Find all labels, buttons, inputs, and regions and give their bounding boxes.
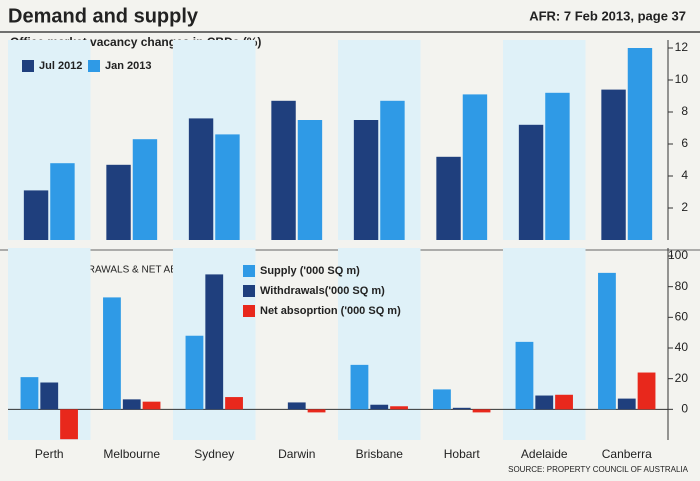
legend-label: Jul 2012 xyxy=(39,60,82,72)
bar xyxy=(23,190,49,240)
bar xyxy=(380,100,405,240)
bar xyxy=(617,398,636,410)
bar xyxy=(353,120,379,240)
y-tick-label: 80 xyxy=(675,279,689,293)
band xyxy=(503,248,586,440)
bar xyxy=(535,395,554,410)
x-tick-label: Brisbane xyxy=(356,447,404,461)
bar xyxy=(215,134,240,240)
bar xyxy=(287,402,306,410)
bar xyxy=(436,156,461,240)
bar xyxy=(188,118,214,240)
y-tick-label: 10 xyxy=(675,72,689,86)
bar xyxy=(103,297,121,410)
x-tick-label: Adelaide xyxy=(521,447,568,461)
band xyxy=(503,40,586,240)
y-tick-label: 6 xyxy=(681,136,688,150)
chart-title: SUPPLY, WITHDRAWALS & NET ABSORPTION xyxy=(12,265,229,276)
x-tick-label: Melbourne xyxy=(103,447,160,461)
bar xyxy=(40,382,59,410)
bar xyxy=(106,164,131,240)
legend-swatch xyxy=(243,305,255,317)
legend-swatch xyxy=(243,285,255,297)
band xyxy=(173,40,256,240)
legend-label: Jan 2013 xyxy=(105,60,151,72)
band xyxy=(338,40,421,240)
bar xyxy=(518,124,544,240)
y-tick-label: 8 xyxy=(681,104,688,118)
legend-swatch xyxy=(88,60,100,72)
y-tick-label: 2 xyxy=(681,200,688,214)
legend-swatch xyxy=(22,60,34,72)
bar xyxy=(20,377,39,410)
x-tick-label: Perth xyxy=(35,447,64,461)
bar xyxy=(433,389,451,410)
x-tick-label: Canberra xyxy=(602,447,652,461)
x-tick-label: Darwin xyxy=(278,447,315,461)
bar xyxy=(390,406,408,410)
bar xyxy=(50,163,75,240)
bar xyxy=(545,92,570,240)
bar xyxy=(142,401,161,410)
y-tick-label: 4 xyxy=(681,168,688,182)
y-tick-label: 40 xyxy=(675,340,689,354)
band xyxy=(8,40,91,240)
bar xyxy=(462,94,488,241)
legend-label: Supply ('000 SQ m) xyxy=(260,265,360,277)
bar xyxy=(452,407,471,410)
x-tick-label: Hobart xyxy=(444,447,481,461)
y-tick-label: 60 xyxy=(675,310,689,324)
band xyxy=(8,248,91,440)
bar xyxy=(637,372,656,410)
bar xyxy=(601,89,626,240)
y-tick-label: 100 xyxy=(668,248,688,262)
x-tick-label: Sydney xyxy=(194,447,234,461)
y-tick-label: 0 xyxy=(681,402,688,416)
bar xyxy=(555,394,573,410)
bar xyxy=(350,364,369,410)
bar xyxy=(515,341,534,410)
bar xyxy=(122,399,141,410)
bar xyxy=(307,409,326,413)
bar xyxy=(370,404,389,410)
y-tick-label: 12 xyxy=(675,40,689,54)
source: SOURCE: PROPERTY COUNCIL OF AUSTRALIA xyxy=(508,465,689,474)
bar xyxy=(627,48,653,240)
bar xyxy=(60,409,78,440)
bar xyxy=(225,397,243,410)
source-ref: AFR: 7 Feb 2013, page 37 xyxy=(529,8,686,23)
y-tick-label: 20 xyxy=(675,371,689,385)
legend-swatch xyxy=(243,265,255,277)
bar xyxy=(205,274,224,410)
bar xyxy=(271,100,296,240)
legend-label: Withdrawals('000 SQ m) xyxy=(260,285,385,297)
legend-label: Net absoprtion ('000 SQ m) xyxy=(260,305,401,317)
bar xyxy=(132,139,158,240)
bar xyxy=(185,335,204,410)
page-title: Demand and supply xyxy=(8,5,199,27)
bar xyxy=(297,120,323,240)
bar xyxy=(472,409,491,413)
bar xyxy=(598,272,616,410)
